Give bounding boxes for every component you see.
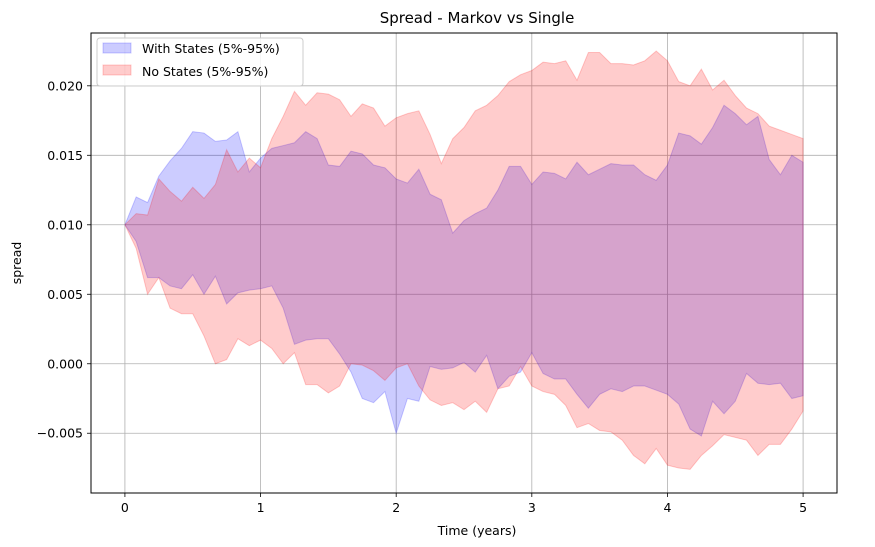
y-tick-label: 0.015 — [47, 148, 83, 163]
plot-frame — [90, 32, 838, 494]
legend-label-no-states: No States (5%-95%) — [142, 64, 268, 79]
legend-box — [96, 37, 304, 87]
legend-swatch-with-states — [102, 42, 132, 54]
grid — [91, 33, 837, 493]
legend-swatch-no-states — [102, 64, 132, 76]
legend: With States (5%-95%) No States (5%-95%) — [96, 37, 304, 87]
y-tick-label: 0.010 — [47, 217, 83, 232]
x-axis: 0 1 2 3 4 5 — [121, 493, 807, 515]
x-tick-label: 2 — [392, 500, 400, 515]
y-axis-label: spread — [9, 242, 24, 285]
data-bands — [124, 50, 804, 470]
x-tick-label: 0 — [121, 500, 129, 515]
x-axis-label: Time (years) — [437, 523, 517, 538]
y-tick-label: −0.005 — [37, 426, 83, 441]
band-with-states — [124, 104, 804, 437]
x-tick-label: 4 — [663, 500, 671, 515]
y-tick-label: 0.020 — [47, 78, 83, 93]
legend-label-with-states: With States (5%-95%) — [142, 41, 280, 56]
y-tick-label: 0.000 — [47, 356, 83, 371]
y-axis: −0.005 0.000 0.005 0.010 0.015 0.020 — [37, 78, 91, 441]
x-tick-label: 5 — [799, 500, 807, 515]
chart-title: Spread - Markov vs Single — [380, 9, 575, 27]
y-tick-label: 0.005 — [47, 287, 83, 302]
x-tick-label: 3 — [528, 500, 536, 515]
band-no-states — [124, 50, 804, 470]
x-tick-label: 1 — [257, 500, 265, 515]
